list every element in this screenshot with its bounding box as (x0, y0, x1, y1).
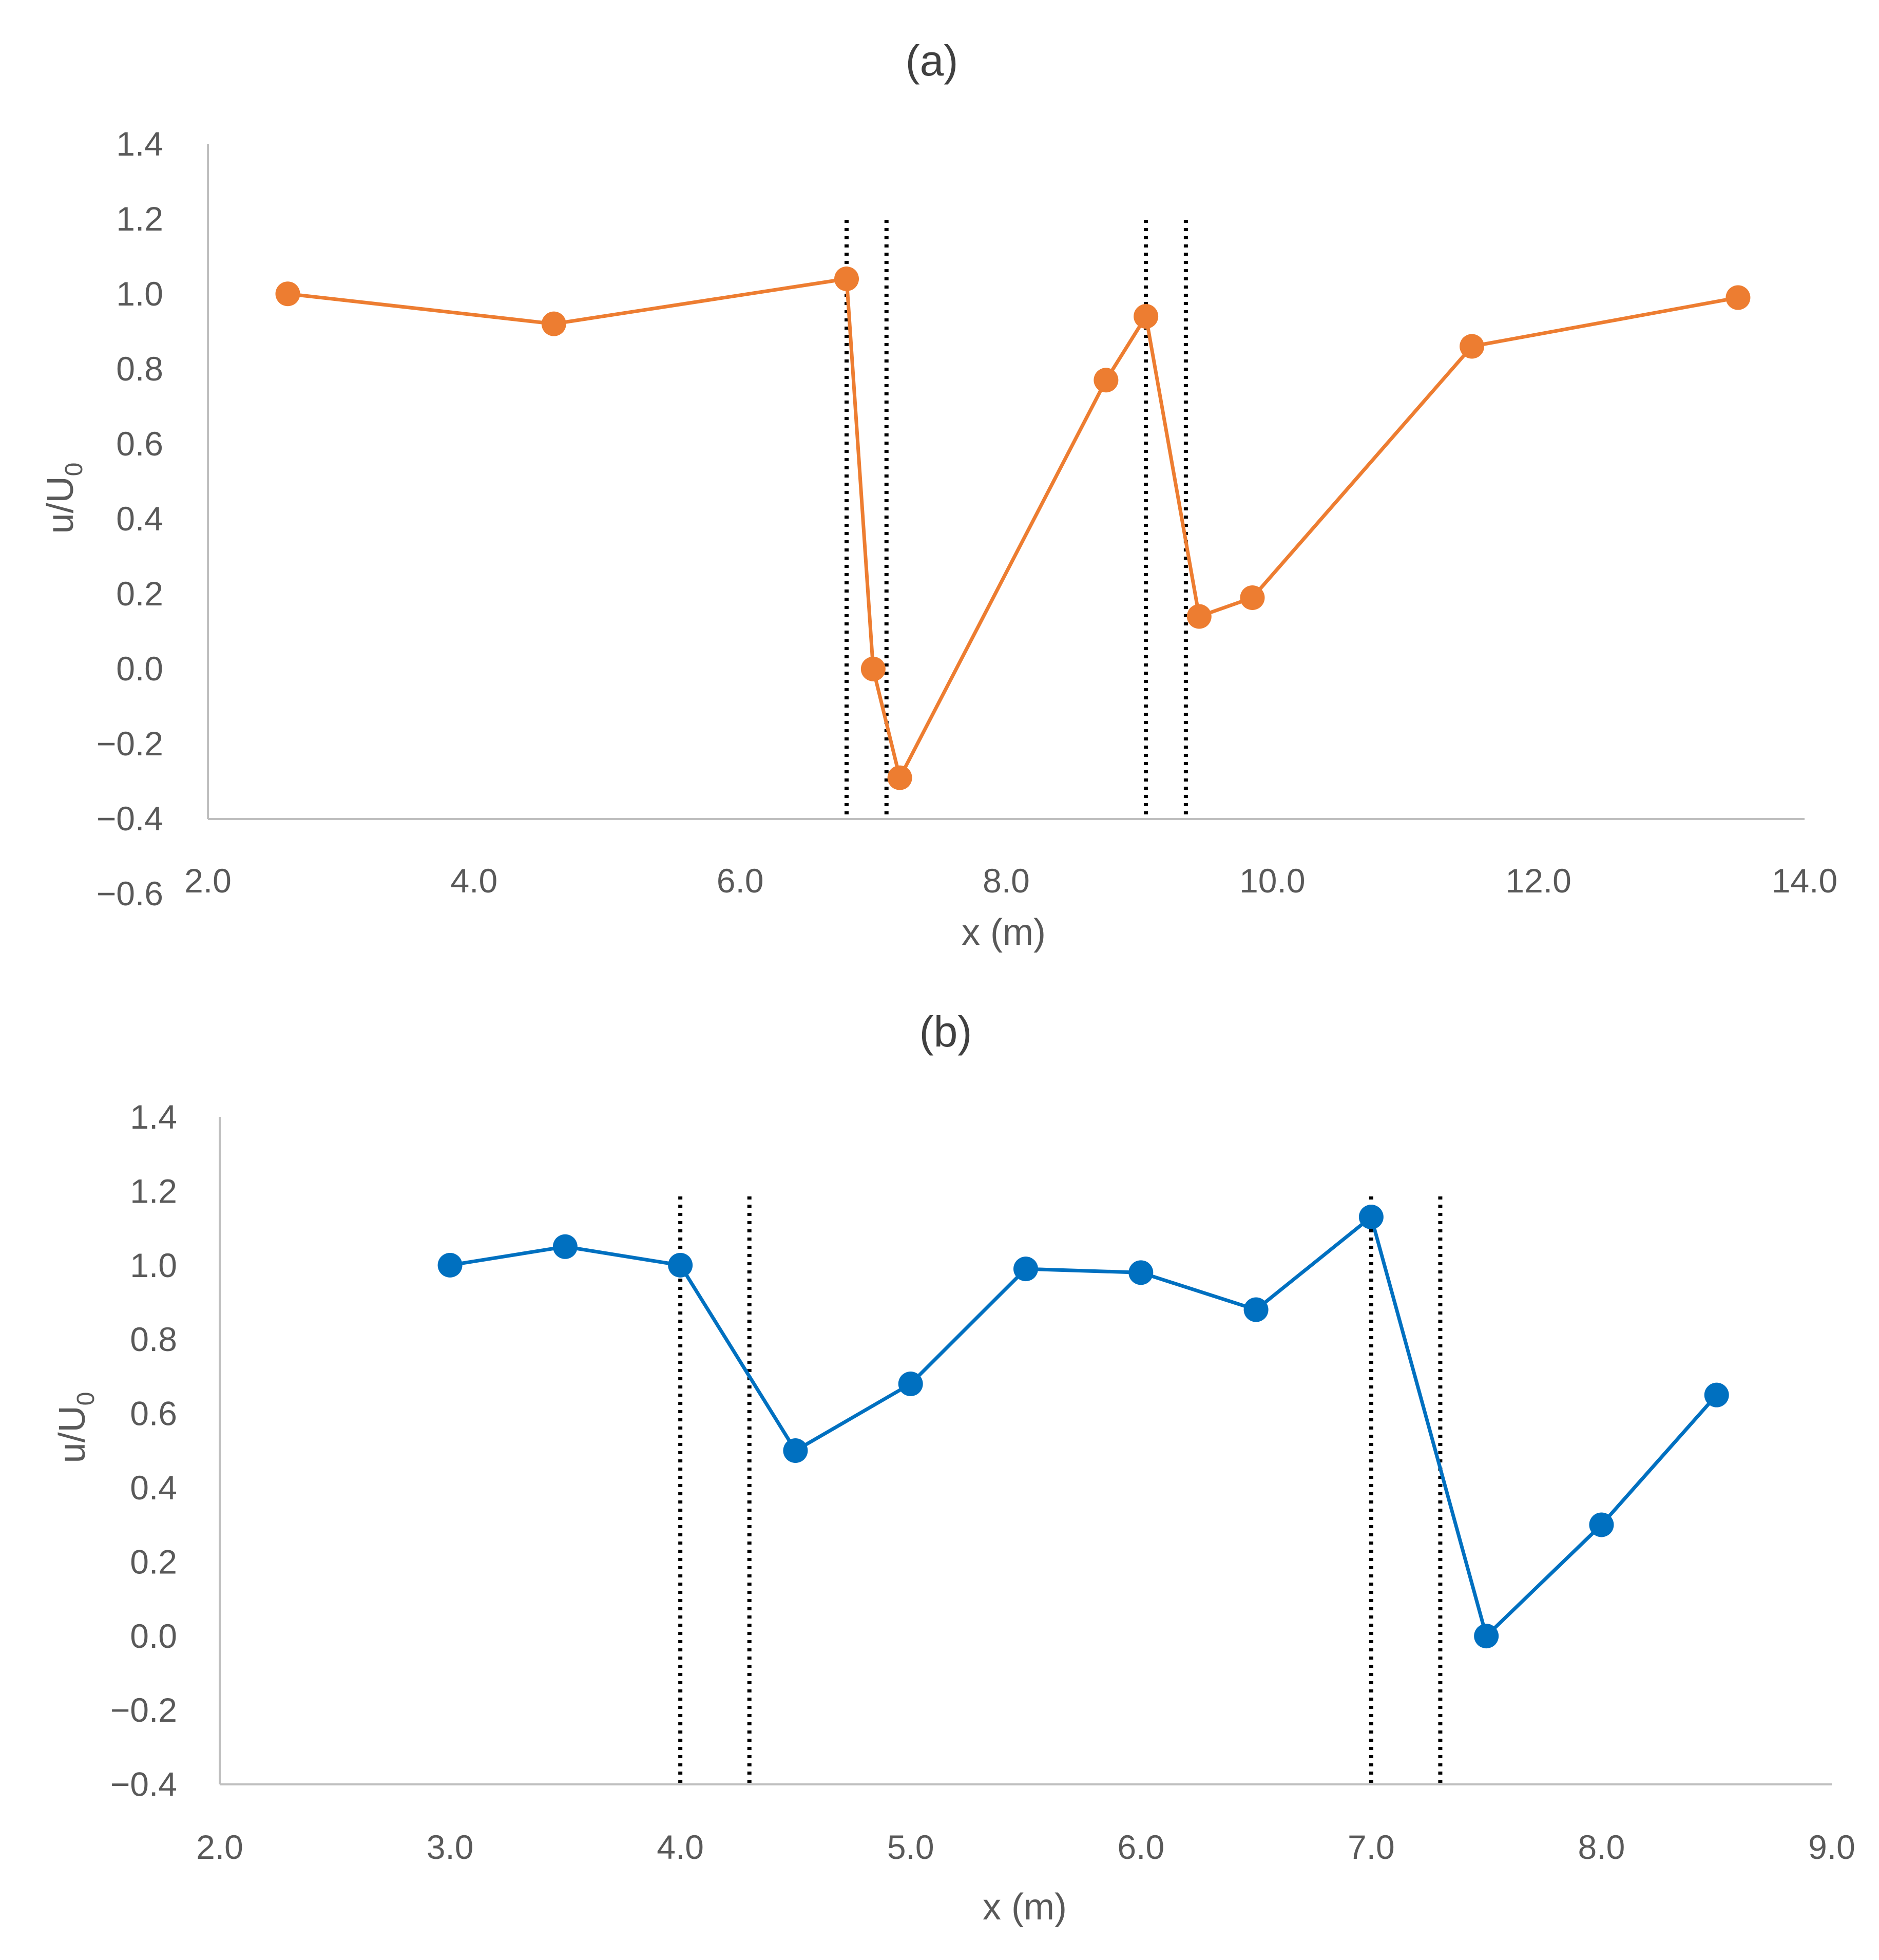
chart-a-data-point (275, 281, 300, 307)
chart-a-x-tick-label: 8.0 (983, 862, 1030, 900)
chart-b-y-axis-title: u/U0 (52, 1392, 100, 1463)
chart-b-y-tick-label: −0.4 (110, 1765, 177, 1803)
chart-b-x-tick-label: 4.0 (657, 1828, 704, 1866)
chart-a-y-tick-label: 1.2 (116, 200, 163, 238)
chart-b-data-point (783, 1438, 808, 1463)
chart-b-data-point (1704, 1382, 1729, 1407)
chart-a-data-point (1134, 304, 1159, 329)
chart-a-data-point (887, 765, 912, 790)
chart-a-y-tick-label: 1.4 (116, 125, 163, 163)
chart-a-x-tick-label: 14.0 (1772, 862, 1837, 900)
chart-a-y-tick-label: −0.6 (97, 874, 163, 912)
chart-b-x-tick-label: 2.0 (196, 1828, 243, 1866)
chart-b-data-point (898, 1372, 923, 1396)
chart-b-x-tick-label: 8.0 (1578, 1828, 1625, 1866)
chart-b-y-tick-label: −0.2 (110, 1691, 177, 1729)
chart-b-data-point (1589, 1512, 1614, 1537)
chart-b-y-tick-label: 0.0 (130, 1617, 177, 1655)
chart-b-data-point (552, 1234, 578, 1259)
chart-a-data-point (541, 311, 566, 336)
chart-b-data-point (668, 1252, 693, 1278)
chart-b-y-tick-label: 0.4 (130, 1469, 177, 1507)
chart-b-x-tick-label: 7.0 (1348, 1828, 1395, 1866)
chart-a-y-tick-label: 1.0 (116, 275, 163, 313)
chart-a-data-point (1094, 368, 1119, 393)
chart-b-y-tick-label: 1.4 (130, 1098, 177, 1136)
chart-a-y-tick-label: −0.4 (97, 800, 163, 838)
chart-a-y-tick-label: 0.4 (116, 500, 163, 538)
chart-b-data-point (1013, 1257, 1038, 1282)
chart-b-title: (b) (919, 1007, 972, 1056)
chart-b-plot-area: −0.4 −0.2 0.0 0.2 0.4 0.6 0.8 1.0 1.2 1.4 2.0 3.0 4.… (110, 1098, 1855, 1866)
chart-a-y-tick-label: 0.8 (116, 350, 163, 388)
chart-b-series-line (450, 1215, 1718, 1638)
chart-b-y-tick-label: 0.6 (130, 1395, 177, 1433)
chart-a-data-point (860, 656, 886, 681)
chart-b-x-axis-title: x (m) (983, 1887, 1067, 1928)
chart-b-data-point (1358, 1205, 1384, 1229)
chart-a-data-point (1186, 604, 1212, 629)
chart-a-y-tick-label: 0.0 (116, 650, 163, 688)
chart-b-data-point (437, 1252, 463, 1278)
chart-a-data-point (834, 267, 859, 291)
chart-a-plot-area: −0.6 −0.4 −0.2 0.0 0.2 0.4 0.6 0.8 1.0 1.2 1.4 2.0 4… (97, 125, 1838, 912)
chart-b-x-tick-label: 9.0 (1808, 1828, 1855, 1866)
chart-a-series-line (287, 277, 1739, 780)
chart-a-y-axis-title: u/U0 (40, 463, 88, 534)
chart-b-y-axis-title-main: u/U (52, 1405, 93, 1463)
chart-a-data-point (1240, 585, 1265, 610)
chart-a-y-tick-label: 0.6 (116, 425, 163, 463)
chart-b-y-tick-label: 0.8 (130, 1320, 177, 1358)
chart-a-y-axis-title-main: u/U (40, 476, 81, 534)
chart-a-x-tick-label: 10.0 (1239, 862, 1305, 900)
chart-b-x-tick-label: 3.0 (427, 1828, 474, 1866)
chart-b-data-point (1474, 1624, 1499, 1649)
chart-b-data-point (1243, 1297, 1269, 1322)
chart-b-x-tick-label: 5.0 (887, 1828, 934, 1866)
chart-a-y-tick-label: −0.2 (97, 725, 163, 763)
chart-panel-a: (a) u/U0 x (m) −0.6 −0.4 −0.2 0.0 0.2 0.4 0.6 0… (40, 36, 1837, 953)
chart-b-y-axis-title-subscript: 0 (72, 1392, 100, 1406)
chart-a-data-point (1460, 334, 1485, 359)
chart-a-x-tick-label: 12.0 (1505, 862, 1571, 900)
chart-a-y-tick-label: 0.2 (116, 575, 163, 613)
chart-a-title: (a) (906, 36, 958, 85)
chart-panel-b: (b) u/U0 x (m) −0.4 −0.2 0.0 0.2 0.4 0.6 0.8 1.… (52, 1007, 1855, 1928)
chart-a-x-tick-label: 6.0 (717, 862, 764, 900)
chart-a-x-tick-label: 4.0 (450, 862, 497, 900)
chart-b-x-tick-label: 6.0 (1117, 1828, 1164, 1866)
chart-b-data-point (1128, 1260, 1154, 1285)
chart-a-data-point (1725, 285, 1751, 310)
chart-a-x-tick-label: 2.0 (184, 862, 232, 900)
chart-b-y-tick-label: 0.2 (130, 1543, 177, 1581)
chart-b-y-tick-label: 1.0 (130, 1246, 177, 1284)
chart-a-x-axis-title: x (m) (962, 912, 1046, 953)
chart-b-y-tick-label: 1.2 (130, 1172, 177, 1210)
chart-a-y-axis-title-subscript: 0 (61, 463, 88, 477)
